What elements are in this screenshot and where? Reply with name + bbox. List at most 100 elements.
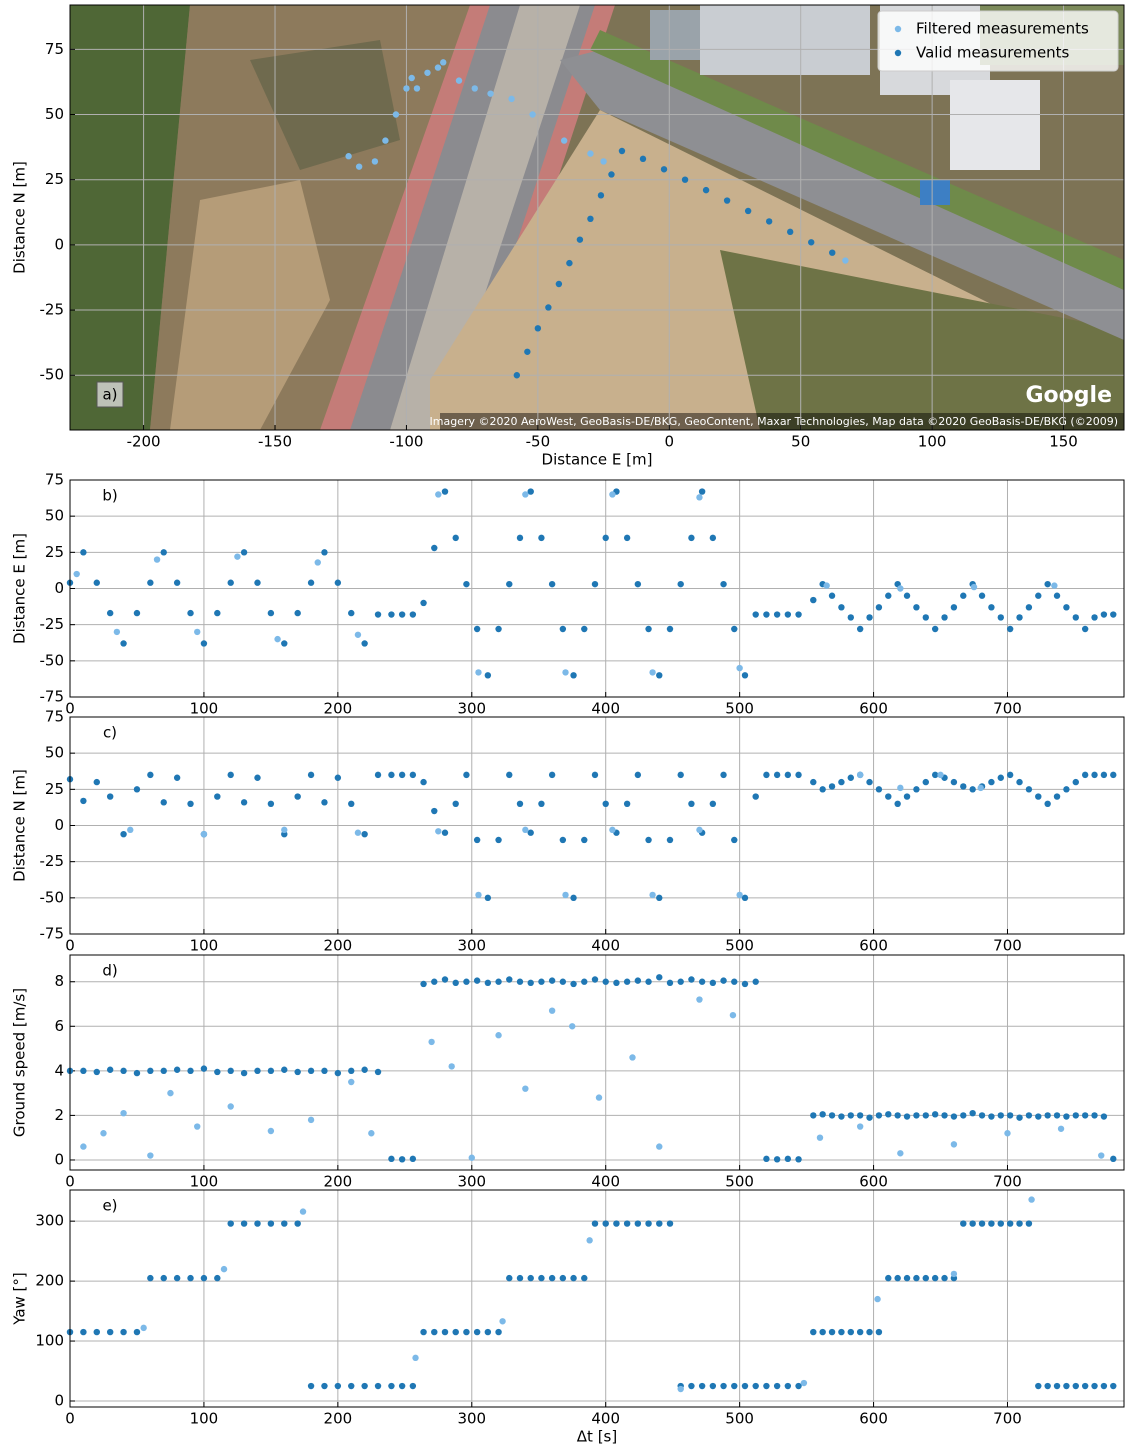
point [463,580,470,588]
point [656,672,663,679]
point [1081,771,1089,779]
x-tick-label: 500 [725,700,754,718]
point [187,1067,194,1075]
point [828,592,836,599]
point [348,609,355,617]
point [629,1054,636,1061]
point [666,1220,674,1227]
y-tick-label: 50 [45,507,64,525]
point [321,1067,328,1075]
y-tick-label: 25 [45,543,64,561]
point [434,64,442,71]
point [1091,614,1098,621]
point [856,625,864,633]
point [431,978,438,985]
point [931,625,939,633]
point [969,1109,976,1117]
point [931,1274,939,1282]
point [299,1208,307,1215]
point [763,611,770,618]
point [656,974,663,981]
point [140,1324,147,1332]
point [147,1152,154,1159]
point [371,158,379,165]
point [455,77,463,84]
point [698,1382,706,1390]
point [361,830,368,838]
x-tick-label: 0 [65,1173,75,1191]
point [1006,1112,1014,1119]
point [200,1274,208,1282]
point [234,553,241,560]
point [1004,1130,1011,1137]
point [677,771,684,779]
y-tick-label: 75 [45,40,64,58]
point [838,778,845,786]
point [720,771,727,779]
point [922,1274,929,1282]
point [866,1328,873,1336]
point [220,1265,228,1273]
point [570,1274,577,1282]
point [240,1220,248,1227]
legend-label: Valid measurements [916,44,1070,62]
point [527,979,534,987]
point [741,980,749,988]
y-tick-label: 6 [54,1017,64,1035]
point [274,635,281,643]
point [595,1094,603,1101]
point [773,611,781,618]
point [463,1328,470,1336]
x-tick-label: 0 [65,700,75,718]
point [847,614,854,621]
point [499,1318,506,1325]
x-tick-label: 600 [859,1410,888,1428]
point [1072,1382,1079,1390]
point [581,1274,588,1282]
point [602,534,609,542]
point [645,836,652,844]
point [160,549,167,556]
point [978,1112,986,1119]
point [988,778,995,786]
x-tick-label: 700 [993,937,1022,955]
point [885,592,892,599]
x-tick-label: -100 [389,433,423,451]
plot-background [70,955,1124,1170]
point [307,771,315,779]
point [538,978,545,985]
point [281,1220,288,1227]
point [591,771,599,779]
point [842,257,849,264]
point [795,611,802,618]
point [623,534,631,542]
point [160,1067,167,1075]
point [773,1156,781,1163]
point [752,611,759,618]
point [147,1067,154,1075]
point [696,996,703,1003]
point [506,1274,513,1282]
point [709,800,717,807]
point [321,799,328,806]
point [1016,778,1023,786]
point [969,1220,976,1227]
x-tick-label: 400 [591,1173,620,1191]
point [763,1155,770,1163]
point [345,153,352,160]
point [374,611,382,618]
point [420,1328,427,1336]
y-tick-label: -75 [40,688,65,706]
x-tick-label: 500 [725,1410,754,1428]
point [823,582,830,589]
panel-label: b) [102,487,117,505]
point [522,826,529,834]
point [187,609,194,617]
point [1057,1125,1065,1132]
point [1091,1382,1098,1390]
x-tick-label: 200 [324,700,353,718]
point [1006,771,1014,779]
point [1100,1113,1108,1120]
point [698,978,706,985]
x-axis-label: Δt [s] [577,1428,617,1446]
